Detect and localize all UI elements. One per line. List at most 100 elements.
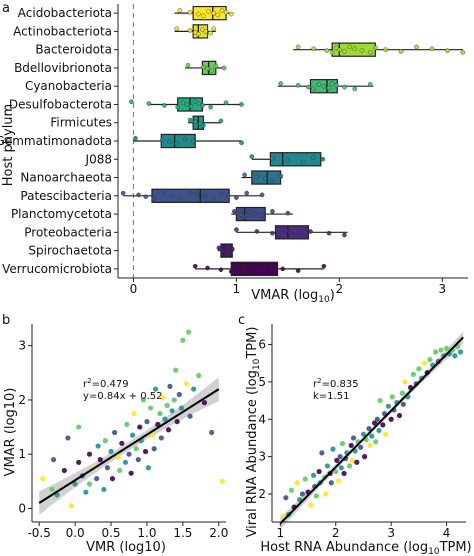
data-point (429, 46, 435, 52)
data-point (211, 10, 217, 16)
x-tick-label: 2.0 (209, 526, 228, 540)
data-point (311, 46, 316, 52)
data-point (68, 503, 75, 509)
data-point (143, 194, 149, 199)
data-point (218, 267, 224, 273)
data-point (445, 48, 450, 53)
data-point (328, 480, 334, 486)
data-point (126, 451, 132, 457)
data-point (252, 267, 258, 273)
x-tick-label: 0 (130, 282, 138, 296)
data-point (347, 44, 352, 50)
data-point (112, 429, 118, 436)
data-point (349, 457, 355, 463)
data-point (135, 457, 141, 463)
data-point (374, 416, 380, 422)
panel-a-ylabel: Host phylum (1, 104, 16, 186)
data-point (444, 345, 450, 351)
data-point (49, 486, 55, 493)
y-tick-label: 0 (18, 501, 26, 515)
data-point (228, 11, 234, 17)
data-point (201, 123, 206, 128)
data-point (186, 329, 192, 335)
data-point (341, 470, 347, 477)
data-point (283, 228, 289, 233)
data-point (306, 84, 311, 90)
data-point (421, 360, 428, 366)
data-point (294, 480, 300, 486)
data-point (308, 502, 314, 508)
data-point (242, 214, 247, 220)
data-point (211, 26, 217, 32)
data-point (208, 104, 213, 110)
data-point (259, 192, 265, 198)
data-point (334, 457, 340, 463)
y-tick-label: Desulfobacterota (9, 97, 112, 111)
panel-c-k: k=1.51 (313, 391, 349, 402)
data-point (50, 457, 57, 463)
data-point (195, 101, 201, 106)
data-point (320, 156, 326, 162)
data-point (219, 478, 226, 484)
data-point (167, 383, 173, 389)
data-point (361, 454, 368, 460)
data-point (244, 190, 249, 196)
data-point (223, 100, 229, 105)
data-point (280, 513, 286, 519)
data-point (117, 467, 123, 474)
data-point (329, 81, 335, 86)
data-point (376, 427, 382, 434)
data-point (213, 63, 219, 69)
data-point (239, 140, 244, 146)
data-point (177, 8, 183, 13)
data-point (122, 459, 129, 465)
data-point (196, 372, 202, 379)
data-point (310, 472, 317, 478)
data-point (377, 397, 383, 404)
data-point (249, 154, 255, 159)
y-tick-label: Nanoarchaeota (20, 171, 112, 185)
data-point (252, 211, 258, 217)
y-tick-label: 5 (258, 375, 266, 389)
data-point (321, 263, 327, 269)
data-point (40, 476, 46, 482)
data-point (152, 386, 159, 392)
data-point (359, 48, 365, 53)
data-point (326, 230, 332, 236)
data-point (460, 50, 466, 55)
data-point (366, 426, 372, 432)
data-point (295, 83, 301, 88)
data-point (358, 444, 364, 450)
data-point (187, 190, 193, 196)
data-point (293, 231, 299, 237)
data-point (308, 229, 313, 234)
data-point (373, 439, 379, 445)
x-tick-label: 2 (336, 282, 344, 296)
data-point (342, 84, 347, 90)
data-point (330, 446, 336, 452)
data-point (280, 266, 286, 272)
data-point (278, 173, 283, 179)
data-point (159, 137, 165, 143)
data-point (170, 193, 175, 199)
data-point (452, 353, 458, 359)
data-point (354, 459, 360, 465)
data-point (201, 13, 206, 19)
data-point (383, 47, 388, 52)
data-point (151, 196, 157, 201)
data-point (338, 465, 344, 471)
data-point (129, 99, 134, 105)
data-point (324, 463, 331, 469)
data-point (234, 210, 239, 216)
data-point (129, 432, 136, 438)
y-tick-label: 2 (258, 487, 266, 501)
data-point (242, 263, 247, 269)
data-point (205, 265, 210, 271)
y-tick-label: J088 (85, 152, 112, 166)
data-point (316, 82, 322, 87)
data-point (124, 421, 130, 427)
panel-b-xlabel: VMR (log10) (86, 540, 166, 555)
panel-a-xlabel: VMAR (log10) (251, 288, 335, 305)
data-point (86, 481, 93, 487)
